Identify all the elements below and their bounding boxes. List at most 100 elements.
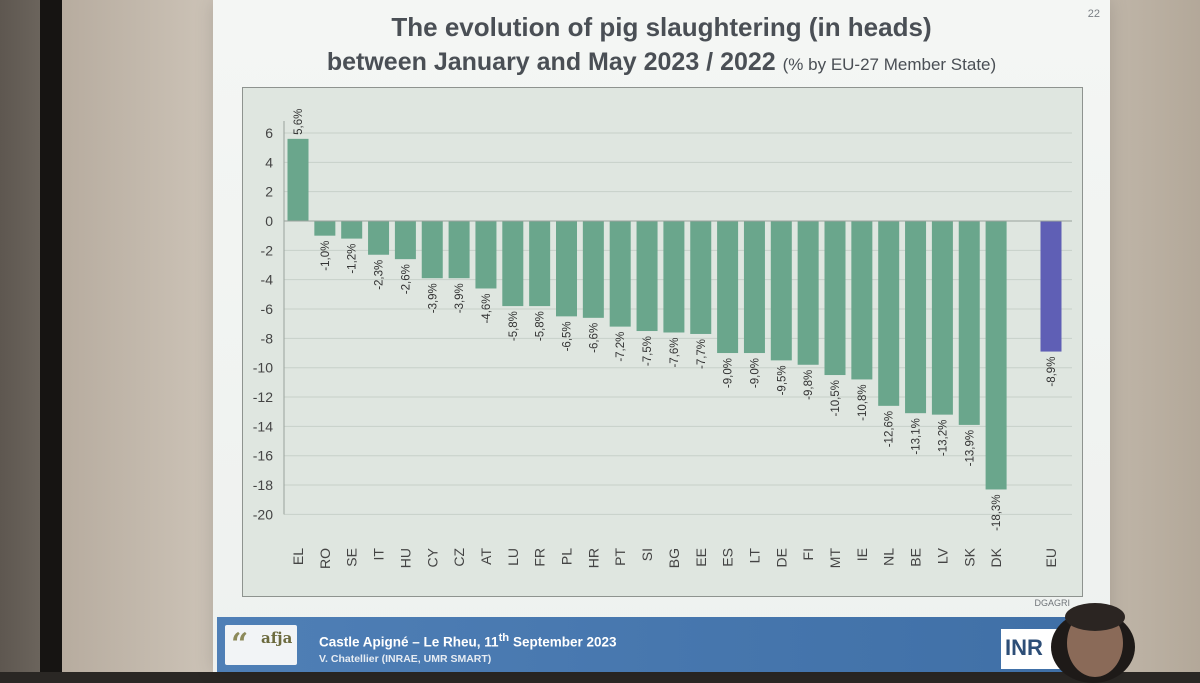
data-label: -5,8% — [535, 311, 547, 341]
data-label: -13,1% — [911, 418, 923, 454]
bar-ie — [851, 221, 873, 380]
data-label: -3,9% — [427, 283, 439, 313]
y-tick-label: -6 — [261, 301, 274, 317]
x-tick-label: SE — [344, 548, 360, 567]
slide-title: The evolution of pig slaughtering (in he… — [391, 12, 932, 42]
subtitle-unit: (% by EU-27 Member State) — [782, 55, 997, 74]
bar-at — [475, 221, 497, 289]
x-tick-label: RO — [317, 548, 333, 569]
bar-si — [636, 221, 658, 332]
x-tick-label: HR — [585, 548, 601, 568]
data-label: -5,8% — [508, 311, 520, 341]
event-sup: th — [498, 632, 510, 644]
bar-bg — [663, 221, 685, 333]
x-tick-label: SI — [639, 548, 655, 561]
data-label: -1,0% — [320, 241, 332, 271]
bar-el — [287, 138, 309, 221]
bar-cy — [421, 221, 443, 279]
bar-nl — [878, 221, 900, 406]
x-tick-label: IE — [854, 548, 870, 561]
data-label: -6,6% — [588, 323, 600, 353]
event-prefix: Castle Apigné – Le Rheu, 11 — [319, 634, 499, 650]
x-tick-label: PL — [559, 548, 575, 565]
slide-footer: “ afja Castle Apigné – Le Rheu, 11th Sep… — [217, 617, 1110, 672]
quote-mark-icon: “ — [231, 627, 249, 662]
bar-es — [717, 221, 739, 354]
x-tick-label: FI — [800, 548, 816, 560]
x-tick-label: HU — [397, 548, 413, 568]
bar-ro — [314, 221, 336, 236]
afja-logo: “ afja — [225, 625, 297, 665]
y-tick-label: -16 — [253, 448, 273, 464]
presenter-silhouette — [1051, 603, 1135, 683]
data-label: -1,2% — [347, 244, 359, 274]
bar-hr — [582, 221, 604, 318]
bar-sk — [958, 221, 980, 425]
data-label: -8,9% — [1046, 357, 1058, 387]
y-tick-label: -20 — [253, 506, 273, 522]
data-label: -9,0% — [723, 358, 735, 388]
data-label: -18,3% — [991, 494, 1003, 530]
y-tick-label: 4 — [265, 154, 273, 170]
x-tick-label: CY — [424, 547, 440, 567]
bar-lv — [931, 221, 953, 415]
x-tick-label: EL — [290, 548, 306, 565]
bar-eu — [1040, 221, 1062, 352]
author-info: V. Chatellier (INRAE, UMR SMART) — [319, 653, 492, 665]
wall — [0, 0, 40, 672]
event-info: Castle Apigné – Le Rheu, 11th September … — [319, 632, 617, 650]
data-label: -10,5% — [830, 380, 842, 416]
inrae-logo: INR — [1001, 629, 1061, 669]
data-label: -12,6% — [884, 411, 896, 447]
data-label: -2,3% — [374, 260, 386, 290]
y-tick-label: -8 — [261, 330, 274, 346]
bar-mt — [824, 221, 846, 376]
data-label: -7,6% — [669, 337, 681, 367]
source-label: DGAGRI — [1034, 598, 1070, 608]
slide-subtitle: between January and May 2023 / 2022 (% b… — [213, 48, 1110, 77]
page-number: 22 — [1087, 8, 1100, 20]
bar-lt — [743, 221, 765, 354]
y-tick-label: 0 — [265, 213, 273, 229]
x-tick-label: LT — [746, 548, 762, 564]
x-tick-label: DK — [988, 547, 1004, 567]
x-tick-label: EE — [693, 548, 709, 567]
event-suffix: September 2023 — [509, 634, 617, 650]
bar-pl — [556, 221, 577, 317]
data-label: -7,2% — [615, 332, 627, 362]
y-tick-label: 2 — [265, 184, 273, 200]
data-label: -10,8% — [857, 384, 869, 420]
bar-de — [770, 221, 792, 361]
bar-dk — [985, 221, 1007, 490]
x-tick-label: CZ — [451, 548, 467, 567]
x-tick-label: IT — [371, 548, 387, 561]
x-tick-label: LU — [505, 548, 521, 566]
bar-fi — [797, 221, 819, 365]
data-label: -4,6% — [481, 293, 493, 323]
bar-be — [905, 221, 927, 414]
bar-fr — [529, 221, 551, 307]
y-tick-label: -4 — [261, 272, 274, 288]
x-tick-label: NL — [881, 548, 897, 566]
data-label: -7,7% — [696, 339, 708, 369]
x-tick-label: AT — [478, 548, 494, 565]
y-tick-label: -14 — [253, 418, 273, 434]
data-label: -6,5% — [562, 321, 574, 351]
x-tick-label: BG — [666, 548, 682, 568]
bar-ee — [690, 221, 712, 334]
x-tick-label: MT — [827, 548, 843, 569]
y-tick-label: -18 — [253, 477, 273, 493]
data-label: -9,8% — [803, 370, 815, 400]
x-tick-label: FR — [532, 548, 548, 567]
afja-logo-text: afja — [261, 629, 293, 647]
bar-lu — [502, 221, 524, 307]
bar-cz — [448, 221, 470, 279]
y-tick-label: -12 — [253, 389, 273, 405]
x-tick-label: DE — [773, 548, 789, 567]
data-label: -13,2% — [937, 420, 949, 456]
x-tick-label: EU — [1043, 548, 1059, 567]
bar-se — [341, 221, 363, 239]
data-label: -7,5% — [642, 336, 654, 366]
data-label: -9,5% — [776, 365, 788, 395]
x-tick-label: ES — [720, 548, 736, 567]
